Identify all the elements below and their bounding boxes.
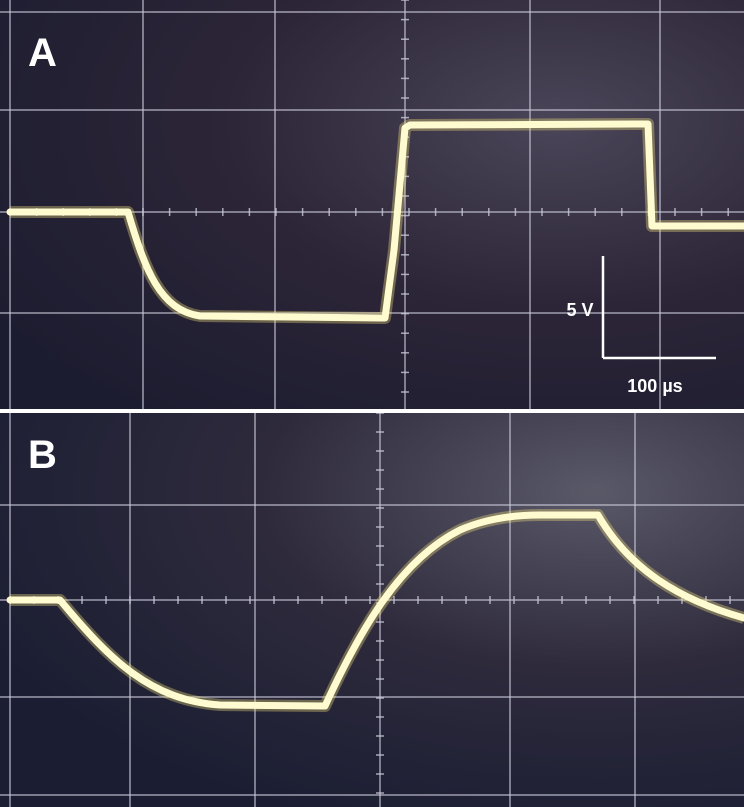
panel-a: A 5 V 100 µs	[0, 0, 744, 410]
waveform	[6, 511, 744, 710]
scale-label-voltage: 5 V	[566, 300, 593, 320]
screen-background	[0, 0, 744, 410]
grid	[0, 412, 744, 807]
panel-separator	[0, 409, 744, 413]
panel-label: A	[28, 31, 57, 75]
panel-b: B	[0, 412, 744, 807]
screen-background	[0, 413, 744, 807]
panel-label: B	[28, 433, 57, 477]
scale-label-time: 100 µs	[627, 376, 682, 396]
waveform	[6, 120, 744, 322]
